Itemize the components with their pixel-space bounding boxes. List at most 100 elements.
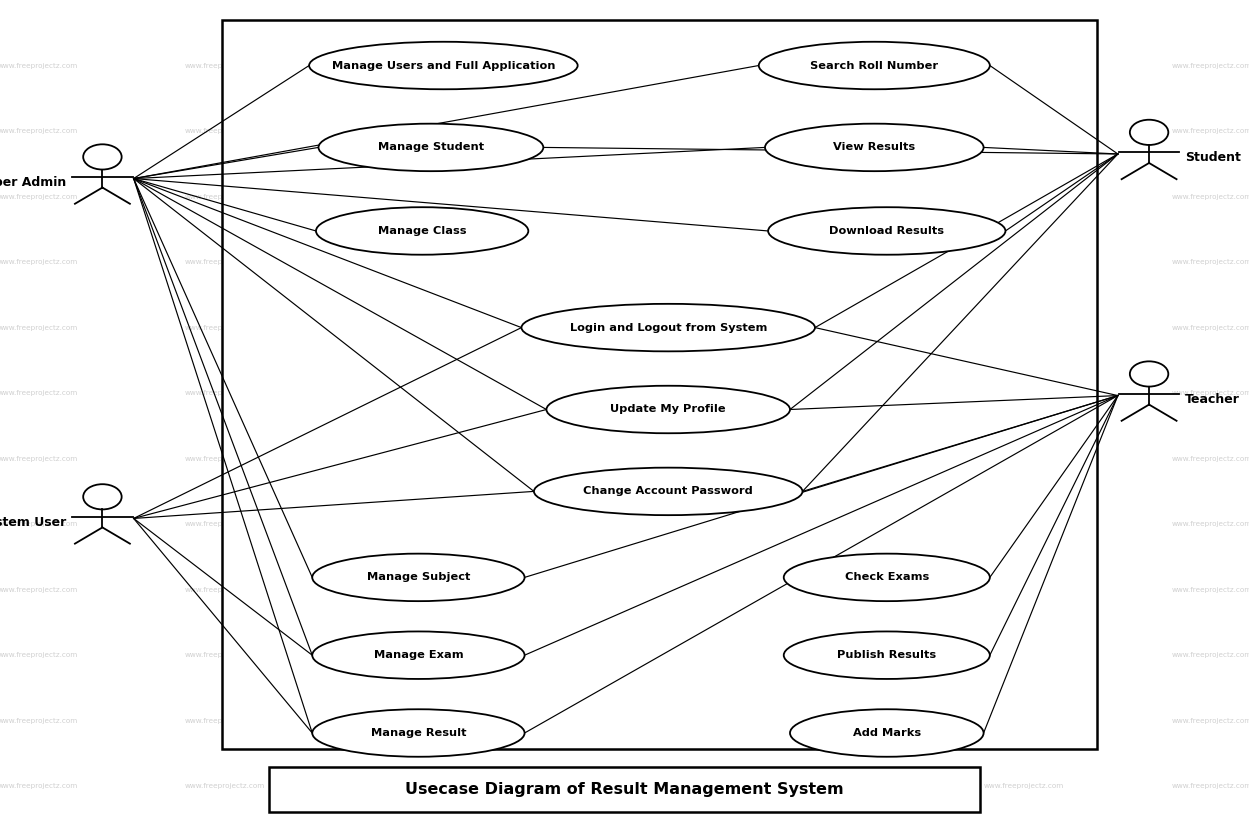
Text: www.freeprojectz.com: www.freeprojectz.com	[185, 128, 265, 134]
Text: www.freeprojectz.com: www.freeprojectz.com	[0, 521, 77, 527]
Text: www.freeprojectz.com: www.freeprojectz.com	[185, 521, 265, 527]
Text: www.freeprojectz.com: www.freeprojectz.com	[984, 193, 1064, 200]
Text: www.freeprojectz.com: www.freeprojectz.com	[185, 455, 265, 462]
Text: www.freeprojectz.com: www.freeprojectz.com	[185, 193, 265, 200]
Text: www.freeprojectz.com: www.freeprojectz.com	[0, 717, 77, 724]
Text: www.freeprojectz.com: www.freeprojectz.com	[0, 128, 77, 134]
Ellipse shape	[535, 468, 802, 515]
Text: www.freeprojectz.com: www.freeprojectz.com	[784, 193, 864, 200]
Text: www.freeprojectz.com: www.freeprojectz.com	[585, 586, 664, 593]
Text: Search Roll Number: Search Roll Number	[811, 61, 938, 70]
Text: www.freeprojectz.com: www.freeprojectz.com	[0, 652, 77, 658]
Text: www.freeprojectz.com: www.freeprojectz.com	[385, 324, 465, 331]
Text: www.freeprojectz.com: www.freeprojectz.com	[784, 390, 864, 396]
Text: www.freeprojectz.com: www.freeprojectz.com	[984, 455, 1064, 462]
Text: www.freeprojectz.com: www.freeprojectz.com	[385, 455, 465, 462]
Text: www.freeprojectz.com: www.freeprojectz.com	[585, 455, 664, 462]
Text: www.freeprojectz.com: www.freeprojectz.com	[784, 717, 864, 724]
Text: www.freeprojectz.com: www.freeprojectz.com	[784, 259, 864, 265]
Text: www.freeprojectz.com: www.freeprojectz.com	[984, 259, 1064, 265]
Text: www.freeprojectz.com: www.freeprojectz.com	[1172, 717, 1249, 724]
Ellipse shape	[768, 207, 1005, 255]
Text: www.freeprojectz.com: www.freeprojectz.com	[984, 652, 1064, 658]
Text: www.freeprojectz.com: www.freeprojectz.com	[585, 521, 664, 527]
Text: Usecase Diagram of Result Management System: Usecase Diagram of Result Management Sys…	[405, 782, 844, 798]
Text: www.freeprojectz.com: www.freeprojectz.com	[1172, 62, 1249, 69]
Text: www.freeprojectz.com: www.freeprojectz.com	[385, 390, 465, 396]
Text: www.freeprojectz.com: www.freeprojectz.com	[585, 717, 664, 724]
Text: www.freeprojectz.com: www.freeprojectz.com	[585, 62, 664, 69]
Ellipse shape	[309, 42, 577, 89]
Text: www.freeprojectz.com: www.freeprojectz.com	[0, 390, 77, 396]
Text: Download Results: Download Results	[829, 226, 944, 236]
Text: www.freeprojectz.com: www.freeprojectz.com	[385, 652, 465, 658]
Text: Super Admin: Super Admin	[0, 175, 66, 188]
Text: www.freeprojectz.com: www.freeprojectz.com	[784, 586, 864, 593]
Text: www.freeprojectz.com: www.freeprojectz.com	[185, 652, 265, 658]
Text: View Results: View Results	[833, 143, 916, 152]
Text: www.freeprojectz.com: www.freeprojectz.com	[0, 193, 77, 200]
Text: www.freeprojectz.com: www.freeprojectz.com	[185, 390, 265, 396]
Ellipse shape	[316, 207, 528, 255]
Text: www.freeprojectz.com: www.freeprojectz.com	[585, 259, 664, 265]
Text: www.freeprojectz.com: www.freeprojectz.com	[984, 62, 1064, 69]
Text: www.freeprojectz.com: www.freeprojectz.com	[585, 652, 664, 658]
Ellipse shape	[789, 709, 984, 757]
Text: Check Exams: Check Exams	[844, 572, 929, 582]
Text: www.freeprojectz.com: www.freeprojectz.com	[784, 521, 864, 527]
Text: www.freeprojectz.com: www.freeprojectz.com	[784, 128, 864, 134]
Text: www.freeprojectz.com: www.freeprojectz.com	[984, 586, 1064, 593]
Text: Manage Result: Manage Result	[371, 728, 466, 738]
Text: www.freeprojectz.com: www.freeprojectz.com	[1172, 521, 1249, 527]
FancyBboxPatch shape	[269, 767, 980, 812]
Text: www.freeprojectz.com: www.freeprojectz.com	[984, 783, 1064, 790]
Text: www.freeprojectz.com: www.freeprojectz.com	[1172, 586, 1249, 593]
Text: Login and Logout from System: Login and Logout from System	[570, 323, 767, 333]
Text: www.freeprojectz.com: www.freeprojectz.com	[984, 717, 1064, 724]
Text: www.freeprojectz.com: www.freeprojectz.com	[0, 62, 77, 69]
Text: Student: Student	[1185, 151, 1240, 164]
Text: System User: System User	[0, 515, 66, 528]
Ellipse shape	[522, 304, 814, 351]
Text: Update My Profile: Update My Profile	[611, 405, 726, 414]
Text: www.freeprojectz.com: www.freeprojectz.com	[0, 324, 77, 331]
Text: www.freeprojectz.com: www.freeprojectz.com	[784, 652, 864, 658]
Text: www.freeprojectz.com: www.freeprojectz.com	[585, 783, 664, 790]
Text: www.freeprojectz.com: www.freeprojectz.com	[0, 455, 77, 462]
Text: www.freeprojectz.com: www.freeprojectz.com	[185, 586, 265, 593]
Text: Publish Results: Publish Results	[837, 650, 937, 660]
Text: www.freeprojectz.com: www.freeprojectz.com	[585, 324, 664, 331]
Text: www.freeprojectz.com: www.freeprojectz.com	[984, 521, 1064, 527]
Text: Manage Exam: Manage Exam	[373, 650, 463, 660]
Text: www.freeprojectz.com: www.freeprojectz.com	[0, 783, 77, 790]
Text: www.freeprojectz.com: www.freeprojectz.com	[1172, 128, 1249, 134]
Text: www.freeprojectz.com: www.freeprojectz.com	[984, 128, 1064, 134]
Text: www.freeprojectz.com: www.freeprojectz.com	[585, 390, 664, 396]
Text: Manage Subject: Manage Subject	[367, 572, 470, 582]
Text: www.freeprojectz.com: www.freeprojectz.com	[784, 783, 864, 790]
Ellipse shape	[764, 124, 984, 171]
Text: www.freeprojectz.com: www.freeprojectz.com	[984, 324, 1064, 331]
Text: www.freeprojectz.com: www.freeprojectz.com	[185, 324, 265, 331]
Text: Manage Class: Manage Class	[378, 226, 466, 236]
Text: www.freeprojectz.com: www.freeprojectz.com	[385, 783, 465, 790]
Text: www.freeprojectz.com: www.freeprojectz.com	[1172, 259, 1249, 265]
Text: Manage Users and Full Application: Manage Users and Full Application	[332, 61, 555, 70]
Text: www.freeprojectz.com: www.freeprojectz.com	[185, 259, 265, 265]
Text: www.freeprojectz.com: www.freeprojectz.com	[0, 586, 77, 593]
Text: www.freeprojectz.com: www.freeprojectz.com	[385, 259, 465, 265]
Ellipse shape	[312, 709, 525, 757]
Ellipse shape	[312, 554, 525, 601]
Text: www.freeprojectz.com: www.freeprojectz.com	[0, 259, 77, 265]
Ellipse shape	[784, 631, 989, 679]
Text: www.freeprojectz.com: www.freeprojectz.com	[585, 128, 664, 134]
Text: www.freeprojectz.com: www.freeprojectz.com	[984, 390, 1064, 396]
Text: www.freeprojectz.com: www.freeprojectz.com	[784, 324, 864, 331]
Text: www.freeprojectz.com: www.freeprojectz.com	[1172, 324, 1249, 331]
Text: Change Account Password: Change Account Password	[583, 486, 753, 496]
Ellipse shape	[318, 124, 543, 171]
Text: Add Marks: Add Marks	[853, 728, 921, 738]
Text: www.freeprojectz.com: www.freeprojectz.com	[185, 717, 265, 724]
Text: www.freeprojectz.com: www.freeprojectz.com	[385, 521, 465, 527]
Ellipse shape	[758, 42, 989, 89]
